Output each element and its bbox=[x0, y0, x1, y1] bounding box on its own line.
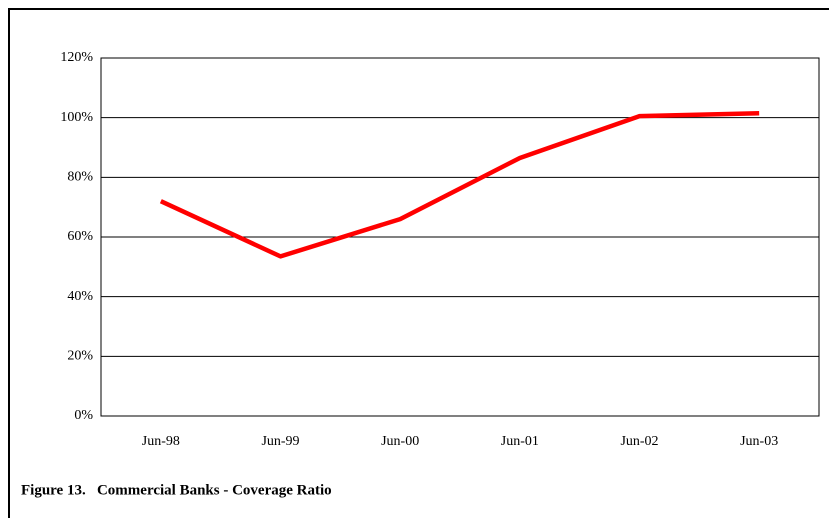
y-tick-label: 100% bbox=[60, 110, 93, 125]
x-tick-label: Jun-01 bbox=[501, 434, 539, 449]
x-tick-label: Jun-98 bbox=[142, 434, 180, 449]
x-tick-label: Jun-00 bbox=[381, 434, 419, 449]
y-tick-label: 20% bbox=[67, 349, 93, 364]
y-tick-label: 120% bbox=[60, 50, 93, 65]
y-tick-label: 80% bbox=[67, 170, 93, 185]
y-tick-label: 60% bbox=[67, 229, 93, 244]
x-tick-label: Jun-03 bbox=[740, 434, 778, 449]
x-tick-label: Jun-99 bbox=[261, 434, 299, 449]
x-tick-label: Jun-02 bbox=[620, 434, 658, 449]
plot-border bbox=[100, 57, 820, 417]
y-tick-label: 40% bbox=[67, 289, 93, 304]
chart-title: Figure 13. Commercial Banks - Coverage R… bbox=[21, 482, 332, 498]
y-tick-label: 0% bbox=[74, 408, 93, 423]
frame bbox=[8, 8, 829, 518]
data-line bbox=[159, 110, 760, 259]
